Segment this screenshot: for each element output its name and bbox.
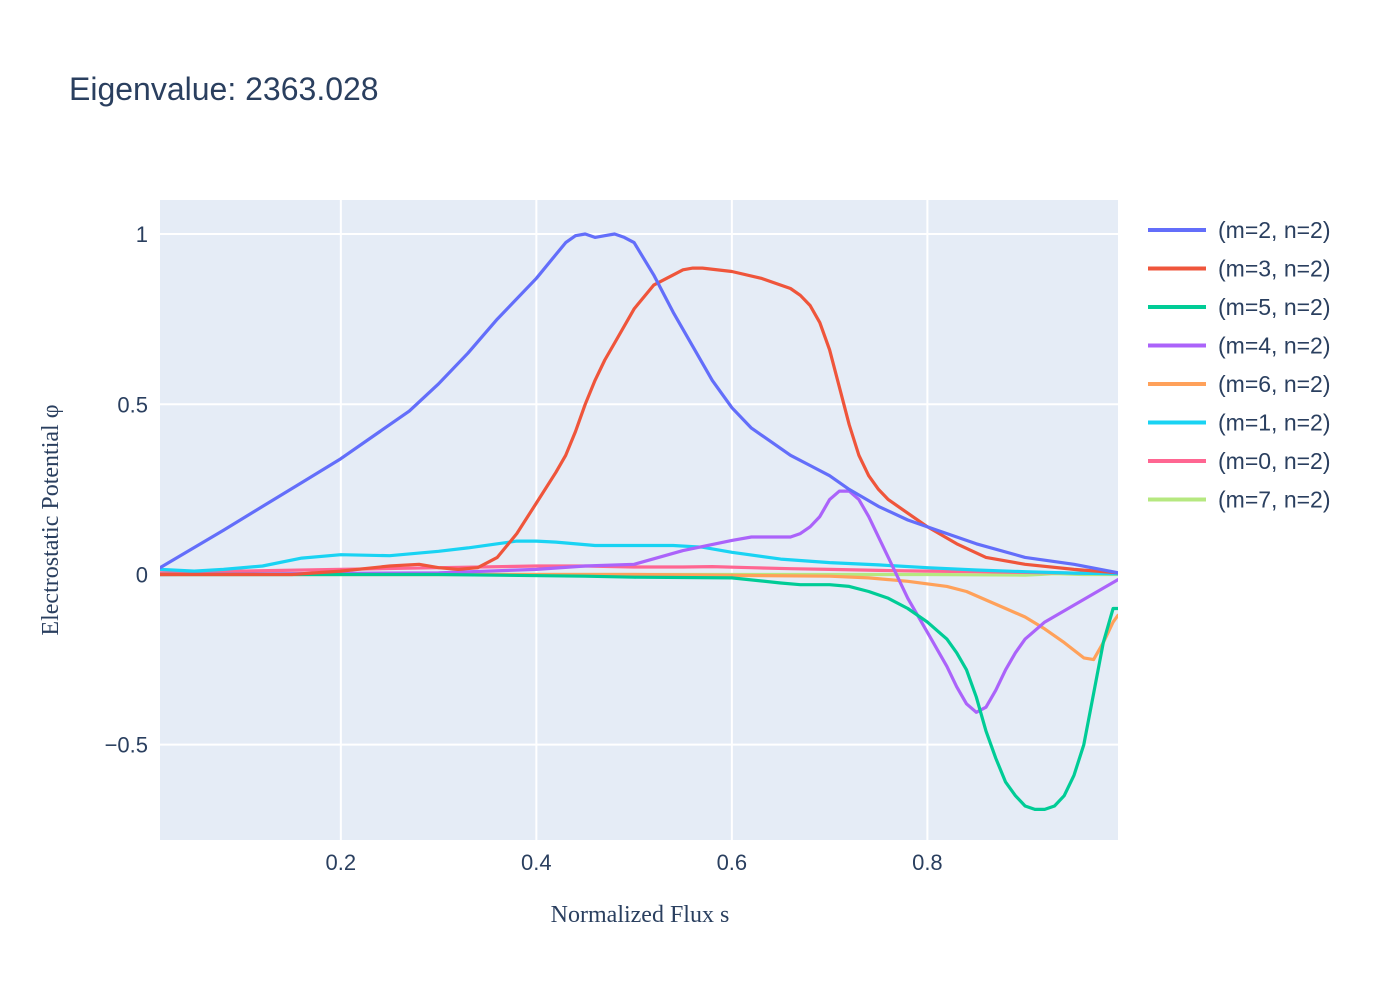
legend-label: (m=6, n=2) — [1218, 371, 1331, 397]
legend-label: (m=4, n=2) — [1218, 333, 1331, 359]
series-line — [160, 266, 1118, 577]
series-line — [160, 539, 1118, 576]
y-tick-label: −0.5 — [105, 733, 148, 758]
legend-item[interactable]: (m=1, n=2) — [1148, 410, 1331, 436]
y-tick-label: 0.5 — [117, 392, 148, 417]
y-tick-label: 1 — [136, 222, 148, 247]
legend-item[interactable]: (m=7, n=2) — [1148, 487, 1331, 513]
chart-title: Eigenvalue: 2363.028 — [69, 71, 379, 107]
y-tick-label: 0 — [136, 562, 148, 587]
series-line — [160, 572, 1118, 662]
x-tick-label: 0.2 — [326, 850, 357, 875]
legend-label: (m=3, n=2) — [1218, 256, 1331, 282]
series-line — [160, 489, 1118, 714]
legend[interactable]: (m=2, n=2) (m=3, n=2) (m=5, n=2) (m=4, n=2)… — [1148, 217, 1331, 513]
legend-label: (m=1, n=2) — [1218, 410, 1331, 436]
y-axis-title: Electrostatic Potential φ — [38, 404, 64, 635]
x-tick-label: 0.6 — [717, 850, 748, 875]
legend-label: (m=2, n=2) — [1218, 217, 1331, 243]
legend-item[interactable]: (m=5, n=2) — [1148, 294, 1331, 320]
x-axis-title: Normalized Flux s — [551, 902, 730, 928]
legend-item[interactable]: (m=2, n=2) — [1148, 217, 1331, 243]
plot-area — [160, 200, 1118, 840]
x-tick-label: 0.4 — [521, 850, 552, 875]
series-line — [160, 572, 1118, 812]
x-tick-label: 0.8 — [912, 850, 943, 875]
legend-item[interactable]: (m=4, n=2) — [1148, 333, 1331, 359]
series-lines — [160, 232, 1118, 812]
legend-label: (m=7, n=2) — [1218, 487, 1331, 513]
series-line — [160, 232, 1118, 575]
legend-label: (m=5, n=2) — [1218, 294, 1331, 320]
legend-item[interactable]: (m=3, n=2) — [1148, 256, 1331, 282]
legend-item[interactable]: (m=0, n=2) — [1148, 448, 1331, 474]
tick-labels: 0.2 0.4 0.6 0.8 −0.5 0 0.5 1 — [105, 222, 943, 875]
legend-label: (m=0, n=2) — [1218, 448, 1331, 474]
legend-item[interactable]: (m=6, n=2) — [1148, 371, 1331, 397]
